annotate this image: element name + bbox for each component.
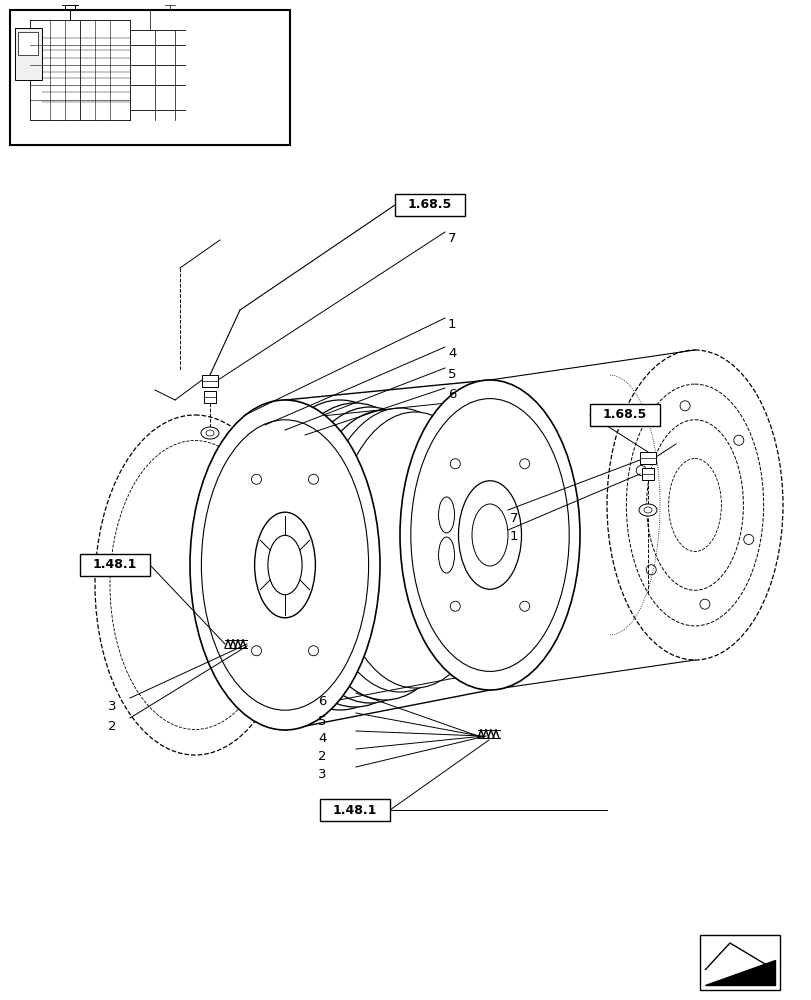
Text: 2: 2 [108, 720, 116, 733]
Ellipse shape [471, 504, 508, 566]
Text: 4: 4 [448, 347, 456, 360]
Circle shape [519, 459, 529, 469]
Bar [18, 32, 38, 55]
Polygon shape [704, 960, 774, 985]
Circle shape [743, 534, 753, 544]
Ellipse shape [625, 384, 762, 626]
Ellipse shape [268, 535, 302, 595]
Circle shape [251, 646, 261, 656]
Bar [394, 194, 465, 216]
Bar [590, 404, 659, 426]
Bar [320, 799, 389, 821]
Text: 1: 1 [509, 530, 518, 543]
Ellipse shape [438, 537, 454, 573]
Ellipse shape [135, 483, 255, 687]
Ellipse shape [267, 403, 443, 707]
Circle shape [308, 646, 318, 656]
Bar [30, 20, 80, 120]
Bar [699, 935, 779, 990]
Circle shape [699, 599, 709, 609]
Ellipse shape [410, 399, 569, 671]
Ellipse shape [438, 497, 454, 533]
Ellipse shape [255, 512, 315, 618]
Text: 1.68.5: 1.68.5 [602, 408, 646, 422]
Text: 4: 4 [318, 732, 326, 745]
Text: 5: 5 [318, 715, 326, 728]
Text: 1.48.1: 1.48.1 [92, 558, 137, 572]
Circle shape [251, 474, 261, 484]
Ellipse shape [458, 481, 521, 589]
Text: 7: 7 [509, 512, 518, 525]
Ellipse shape [638, 504, 656, 516]
Circle shape [450, 601, 460, 611]
Ellipse shape [190, 400, 380, 730]
Bar [204, 391, 216, 403]
Text: 1.48.1: 1.48.1 [333, 804, 377, 816]
Text: 7: 7 [448, 232, 456, 245]
Ellipse shape [667, 458, 720, 552]
Circle shape [646, 565, 655, 575]
Ellipse shape [607, 350, 782, 660]
Circle shape [519, 601, 529, 611]
Bar [80, 554, 150, 576]
Bar [202, 375, 217, 387]
Bar [80, 20, 130, 120]
Ellipse shape [201, 427, 219, 439]
Ellipse shape [206, 430, 214, 436]
Ellipse shape [335, 412, 495, 688]
Circle shape [680, 401, 689, 411]
Text: 1.68.5: 1.68.5 [407, 198, 452, 212]
Ellipse shape [109, 440, 280, 730]
Ellipse shape [318, 408, 482, 692]
Text: 3: 3 [108, 700, 116, 713]
Bar [15, 28, 42, 80]
Bar [642, 468, 653, 480]
Ellipse shape [201, 420, 368, 710]
Text: 2: 2 [318, 750, 326, 763]
Circle shape [733, 435, 743, 445]
Circle shape [636, 466, 646, 476]
Bar [30, 20, 130, 120]
Circle shape [450, 459, 460, 469]
Bar [639, 452, 655, 464]
Text: 5: 5 [448, 368, 456, 381]
Ellipse shape [646, 420, 743, 590]
Ellipse shape [400, 380, 579, 690]
Ellipse shape [95, 415, 294, 755]
Ellipse shape [301, 410, 469, 700]
Text: 3: 3 [318, 768, 326, 781]
Ellipse shape [643, 507, 651, 513]
Text: 6: 6 [318, 695, 326, 708]
Circle shape [308, 474, 318, 484]
Text: 1: 1 [448, 318, 456, 331]
Text: 6: 6 [448, 388, 456, 401]
Ellipse shape [284, 407, 456, 703]
Ellipse shape [250, 400, 430, 710]
Bar [10, 10, 290, 145]
